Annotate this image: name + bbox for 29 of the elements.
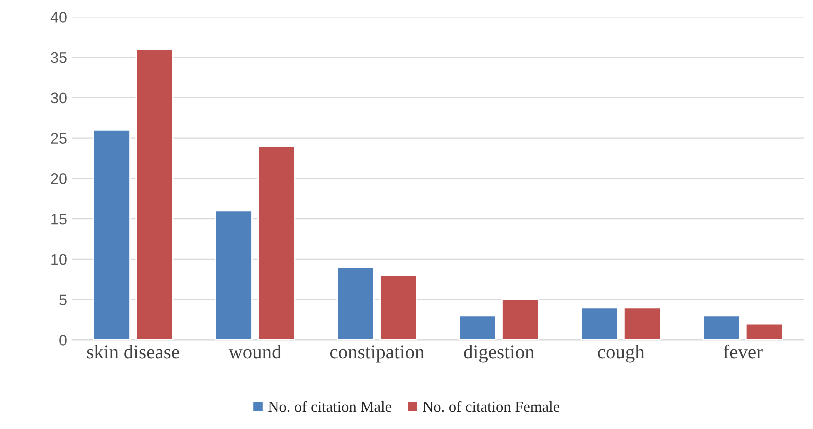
bar xyxy=(580,307,619,340)
x-tick-label: cough xyxy=(598,345,645,363)
x-tick-label: skin disease xyxy=(87,345,180,359)
bar xyxy=(214,210,253,340)
y-tick-label: 10 xyxy=(52,254,67,266)
legend-label: No. of citation Female xyxy=(423,401,560,412)
y-tick-label: 15 xyxy=(52,214,67,225)
bar xyxy=(93,130,131,340)
bar xyxy=(336,266,375,340)
bar xyxy=(136,48,174,340)
x-tick-label: fever xyxy=(724,344,763,359)
y-tick-label: 30 xyxy=(51,92,67,104)
x-tick-label: constipation xyxy=(330,346,424,363)
bar xyxy=(623,307,662,340)
bar xyxy=(458,315,497,340)
legend-label: No. of citation Male xyxy=(268,401,392,412)
y-tick-label: 35 xyxy=(51,52,67,64)
x-tick-label: digestion xyxy=(464,345,535,363)
bar xyxy=(502,299,540,340)
bar xyxy=(258,146,296,340)
y-tick-label: 5 xyxy=(60,294,67,306)
x-tick-label: wound xyxy=(228,345,282,359)
bar xyxy=(702,315,741,340)
y-tick-label: 40 xyxy=(50,12,67,23)
y-tick-label: 0 xyxy=(60,335,67,346)
bar xyxy=(380,274,418,340)
bar xyxy=(745,323,784,340)
y-tick-label: 25 xyxy=(51,133,67,144)
y-tick-label: 20 xyxy=(51,174,67,184)
